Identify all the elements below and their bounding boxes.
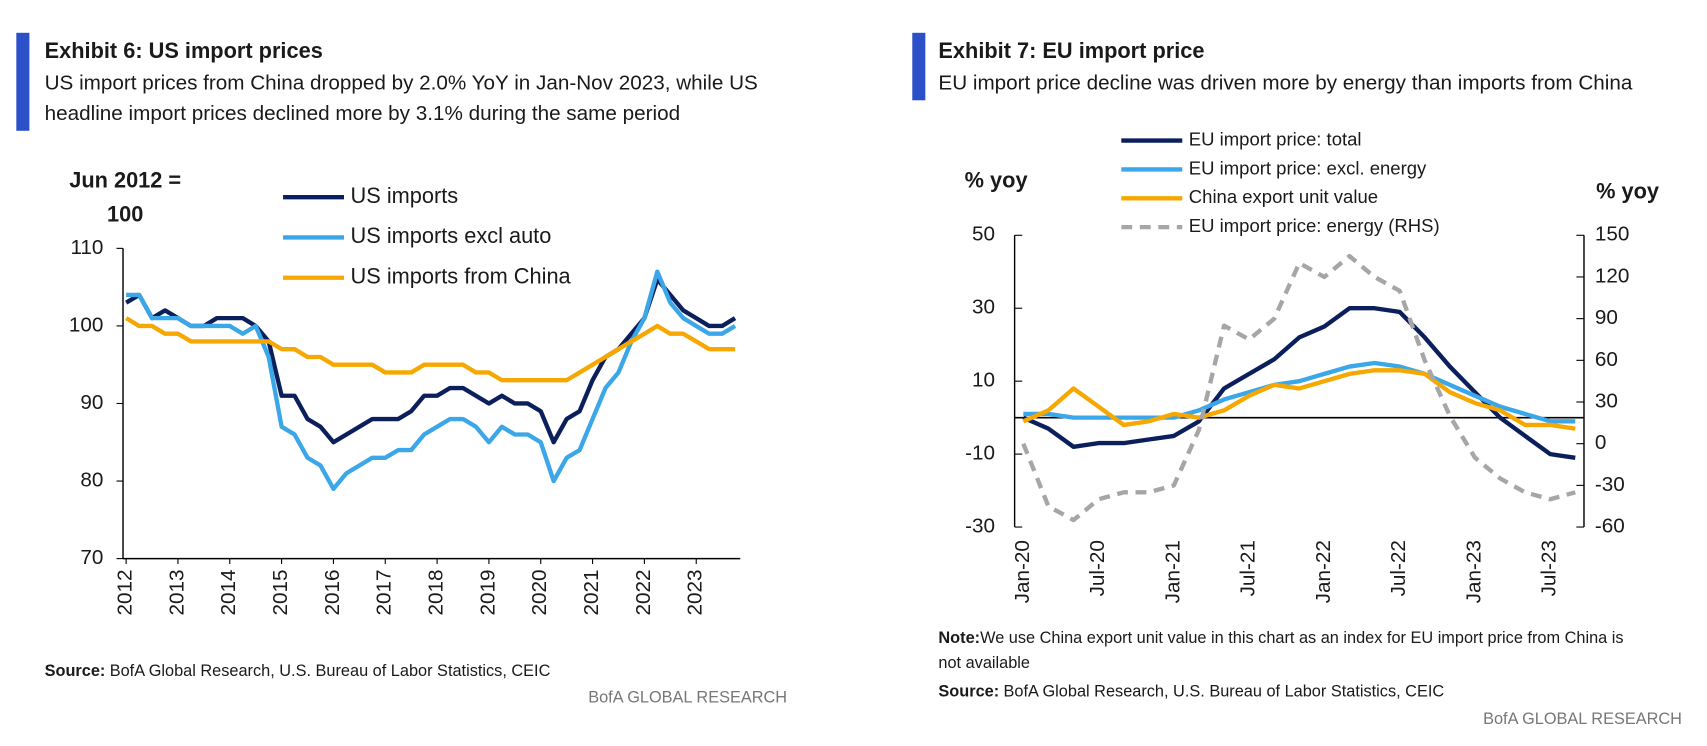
y-tick-label: 80 [80,469,103,492]
y2-tick-label: 60 [1595,348,1618,371]
series-line [126,269,737,492]
source-text: BofA Global Research, U.S. Bureau of Lab… [110,662,551,680]
x-tick-label: 2014 [217,570,240,616]
x-tick-label: 2017 [373,570,396,616]
source-label: Source: [938,683,999,701]
source-text: BofA Global Research, U.S. Bureau of Lab… [1004,683,1445,701]
y2-tick-label: -30 [1595,473,1625,496]
x-tick-label: 2018 [425,570,448,616]
x-tick-label: 2020 [528,570,551,616]
legend-label: China export unit value [1189,186,1378,207]
y2-tick-label: 0 [1595,431,1607,454]
note-text: not available [938,655,1030,673]
x-tick-label: Jan-22 [1312,540,1335,603]
credit: BofA GLOBAL RESEARCH [588,688,787,706]
y-tick-label: 50 [972,223,995,246]
accent-bar [912,32,926,101]
y-tick-label: 90 [80,391,103,414]
note: Note:We use China export unit value in t… [938,629,1623,647]
y-axis-title: % yoy [965,168,1028,193]
y-tick-label: 10 [972,369,995,392]
source-label: Source: [45,662,106,680]
chart-subtitle: headline import prices declined more by … [45,102,680,125]
x-tick-label: 2012 [114,570,137,616]
y2-tick-label: 150 [1595,223,1630,246]
x-tick-label: Jul-22 [1387,540,1410,596]
source: Source: BofA Global Research, U.S. Bureau… [45,662,551,680]
legend-label: US imports excl auto [351,223,552,248]
y-tick-label: -30 [965,515,995,538]
series-line [125,277,737,445]
y-tick-label: -10 [965,442,995,465]
x-tick-label: Jul-21 [1237,540,1260,596]
legend-label: US imports [351,183,459,208]
y2-tick-label: -60 [1595,515,1625,538]
y-tick-label: 70 [80,546,103,569]
y-tick-label: 110 [70,236,103,259]
series-line [1022,368,1576,431]
chart-title: Exhibit 6: US import prices [45,38,323,63]
y-tick-label: 30 [972,296,995,319]
legend-label: EU import price: excl. energy [1189,157,1427,178]
note-label: Note: [938,629,980,647]
accent-bar [16,32,30,131]
x-tick-label: 2022 [632,570,655,616]
note: not available [938,655,1030,673]
x-tick-label: 2016 [321,570,344,616]
x-tick-label: Jan-23 [1462,540,1485,603]
x-tick-label: 2013 [165,570,188,616]
y-axis-title: Jun 2012 = [69,168,181,193]
y-tick-label: 100 [69,313,104,336]
x-tick-label: Jan-21 [1161,540,1184,603]
legend-label: EU import price: energy (RHS) [1189,215,1440,236]
x-tick-label: Jul-20 [1086,540,1109,596]
y2-tick-label: 120 [1595,264,1630,287]
x-tick-label: 2015 [269,570,292,616]
legend-label: US imports from China [351,263,572,288]
x-tick-label: 2019 [476,570,499,616]
y2-axis-title: % yoy [1596,179,1659,204]
x-tick-label: 2021 [580,570,603,616]
note-text: We use China export unit value in this c… [980,629,1623,647]
chart-subtitle: US import prices from China dropped by 2… [45,71,758,94]
y2-tick-label: 30 [1595,389,1618,412]
credit: BofA GLOBAL RESEARCH [1483,710,1682,728]
chart-title: Exhibit 7: EU import price [938,38,1204,63]
x-tick-label: 2023 [684,570,707,616]
x-tick-label: Jan-20 [1011,540,1034,603]
series-line [125,316,736,383]
y-axis-title: 100 [107,201,143,226]
legend-label: EU import price: total [1189,128,1362,149]
x-tick-label: Jul-23 [1538,540,1561,596]
source: Source: BofA Global Research, U.S. Bureau… [938,683,1444,701]
y2-tick-label: 90 [1595,306,1618,329]
chart-subtitle: EU import price decline was driven more … [938,71,1632,94]
